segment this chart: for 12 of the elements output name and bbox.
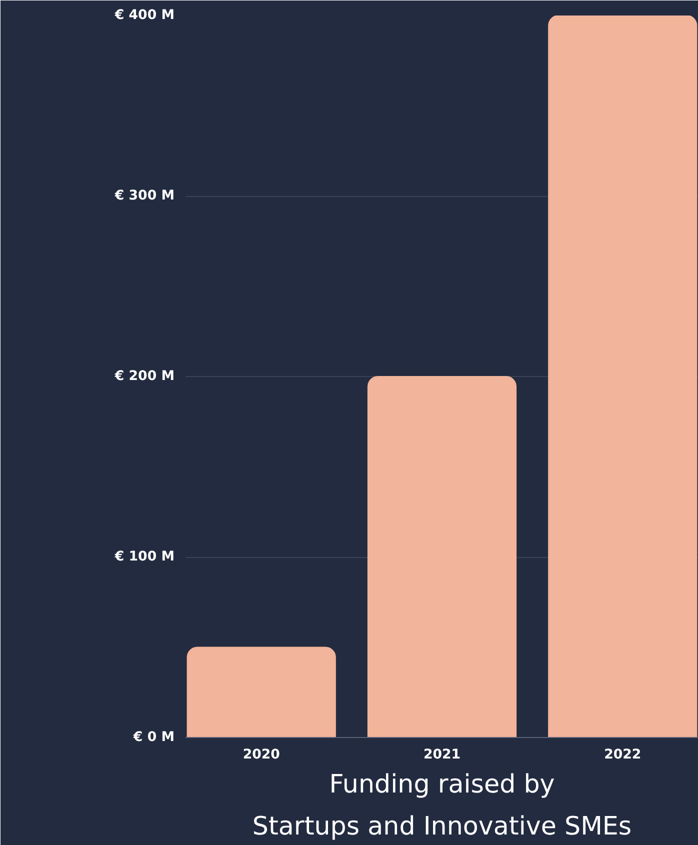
bar	[367, 376, 517, 738]
x-tick-label: 2021	[423, 748, 461, 762]
y-tick-label: € 200 M	[114, 369, 174, 384]
x-tick-label: 2020	[242, 748, 280, 762]
y-tick-label: € 300 M	[114, 188, 174, 204]
y-tick-label: € 100 M	[114, 550, 174, 564]
bar	[186, 646, 336, 738]
x-tick-label: 2022	[604, 748, 642, 762]
y-tick-label: € 0 M	[132, 730, 175, 745]
bar	[548, 16, 698, 738]
y-tick-label: € 400 M	[114, 8, 174, 23]
text: Funding raised by Startups and Innovative SMEs	[252, 768, 632, 840]
